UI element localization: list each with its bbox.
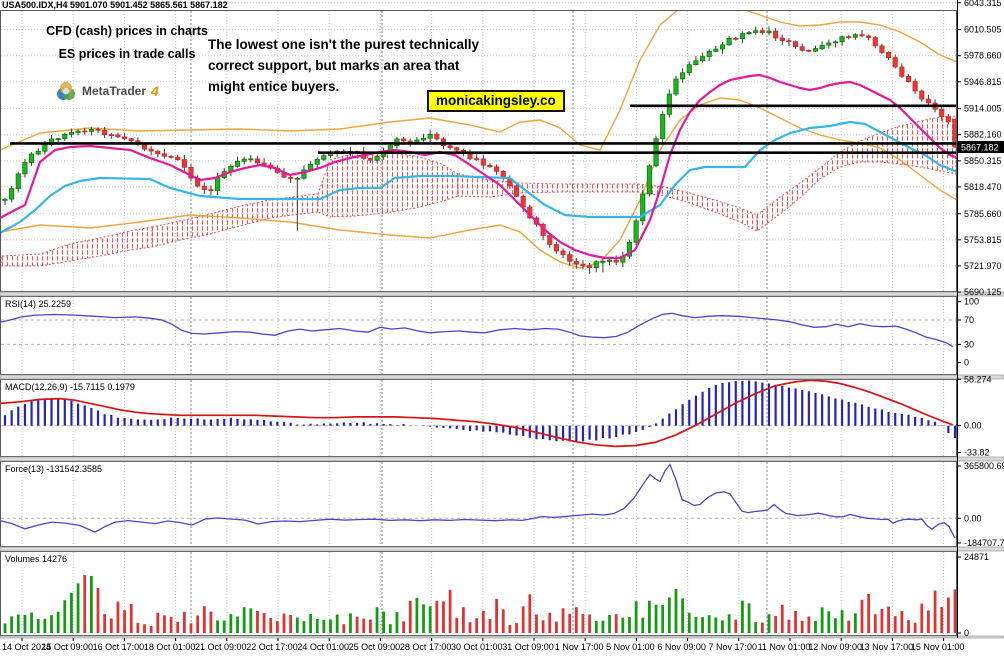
svg-text:5690.125: 5690.125	[964, 287, 1002, 297]
time-axis-label: 6 Nov 09:00	[657, 642, 706, 652]
macd-panel-label: MACD(12,26,9) -15.7115 0.1979	[5, 382, 135, 392]
svg-text:70: 70	[964, 315, 974, 325]
svg-text:5753.815: 5753.815	[964, 235, 1002, 245]
note-line-2: ES prices in trade calls	[58, 47, 196, 61]
svg-text:-184707.78: -184707.78	[964, 538, 1004, 548]
time-axis-label: 28 Oct 17:00	[400, 642, 452, 652]
rsi-panel-label: RSI(14) 25.2259	[5, 299, 72, 309]
macd-signal-line	[0, 379, 954, 448]
price-axis[interactable]: 6043.315 6010.505 5978.660 5946.815 5914.005…	[957, 0, 1004, 638]
metatrader-name: MetaTrader	[82, 84, 147, 98]
volumes-panel-label: Volumes 14276	[5, 554, 68, 564]
time-axis-label: 5 Nov 01:00	[606, 642, 655, 652]
time-axis-label: 12 Nov 09:00	[808, 642, 862, 652]
force-layer	[0, 463, 956, 539]
metatrader-emblem-icon	[57, 82, 75, 100]
svg-text:5946.815: 5946.815	[964, 77, 1002, 87]
chart-title-ohlc: USA500.IDX,H4 5901.070 5901.452 5865.561…	[2, 0, 228, 10]
time-axis-label: 30 Oct 01:00	[451, 642, 503, 652]
envelope-upper	[0, 10, 957, 151]
svg-text:6043.315: 6043.315	[964, 0, 1002, 8]
kijun-line	[0, 120, 957, 234]
callout-line-1: The lowest one isn't the purest technica…	[208, 37, 480, 52]
metatrader-logo: MetaTrader 4	[55, 80, 159, 102]
time-axis-label: 24 Oct 01:00	[297, 642, 349, 652]
svg-text:30: 30	[964, 339, 974, 349]
svg-text:0: 0	[964, 628, 969, 638]
svg-text:5978.660: 5978.660	[964, 51, 1002, 61]
force-line	[0, 463, 956, 539]
time-axis-label: 21 Oct 09:00	[195, 642, 247, 652]
analyst-callout-text: The lowest one isn't the purest technica…	[208, 34, 479, 97]
time-axis-label: 13 Nov 17:00	[860, 642, 914, 652]
watermark-badge: monicakingsley.co	[427, 90, 565, 112]
time-axis-label: 7 Nov 17:00	[709, 642, 758, 652]
time-axis-label: 15 Nov 01:00	[911, 642, 965, 652]
note-line-1: CFD (cash) prices in charts	[46, 24, 208, 38]
time-axis-label: 22 Oct 17:00	[246, 642, 298, 652]
svg-text:5850.315: 5850.315	[964, 156, 1002, 166]
svg-text:0: 0	[964, 358, 969, 368]
svg-text:5721.970: 5721.970	[964, 261, 1002, 271]
svg-text:-33.82: -33.82	[964, 448, 990, 458]
tenkan-line	[0, 73, 957, 260]
svg-text:5785.660: 5785.660	[964, 209, 1002, 219]
svg-text:0.00: 0.00	[964, 513, 982, 523]
svg-text:24871: 24871	[964, 552, 989, 562]
svg-text:5818.470: 5818.470	[964, 182, 1002, 192]
rsi-layer	[0, 312, 954, 348]
main-chart-layer	[0, 10, 957, 275]
force-panel-label: Force(13) -131542.3585	[5, 464, 103, 474]
svg-text:100: 100	[964, 297, 979, 307]
svg-text:0.00: 0.00	[964, 421, 982, 431]
svg-text:365800.693: 365800.693	[964, 461, 1004, 471]
time-axis-label: 11 Nov 01:00	[758, 642, 811, 652]
svg-text:6010.505: 6010.505	[964, 25, 1002, 35]
panel-borders	[0, 0, 1004, 639]
time-axis-label: 1 Nov 17:00	[555, 642, 604, 652]
volume-bars	[3, 575, 957, 633]
rsi-line	[0, 312, 954, 348]
svg-text:58.274: 58.274	[964, 374, 992, 384]
callout-line-3: might entice buyers.	[208, 79, 340, 94]
metatrader-version: 4	[151, 83, 159, 99]
time-axis-label: 15 Oct 09:00	[41, 642, 93, 652]
time-axis-label: 16 Oct 17:00	[93, 642, 145, 652]
time-axis-label: 31 Oct 09:00	[502, 642, 554, 652]
callout-line-2: correct support, but marks an area that	[208, 58, 460, 73]
envelope-lower	[0, 97, 957, 269]
current-price-tag: 5867.182	[961, 143, 999, 153]
time-axis-label: 14 Oct 2024	[2, 642, 51, 652]
time-axis-label: 18 Oct 01:00	[144, 642, 196, 652]
macd-layer	[0, 379, 957, 448]
svg-text:5882.160: 5882.160	[964, 130, 1002, 140]
time-axis-label: 25 Oct 09:00	[349, 642, 401, 652]
svg-text:5914.005: 5914.005	[964, 104, 1002, 114]
